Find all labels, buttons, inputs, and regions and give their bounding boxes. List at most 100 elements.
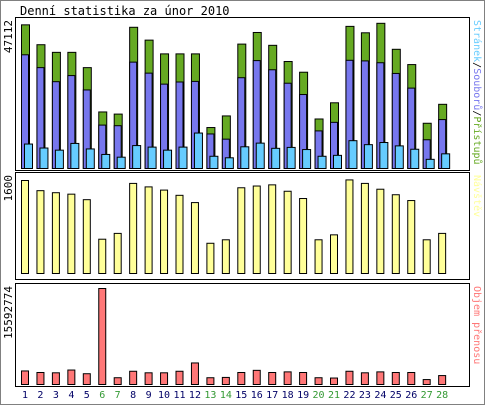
x-tick-day-11: 11 (173, 390, 185, 401)
bar-visits-day-7 (113, 232, 122, 275)
x-tick-day-15: 15 (235, 390, 247, 401)
bar-visits-day-27 (422, 239, 431, 275)
x-tick-day-6: 6 (99, 390, 105, 401)
panel-volume: 15592774 Objem přenosu (2, 283, 483, 387)
x-tick-day-25: 25 (390, 390, 402, 401)
bar-volume-day-6 (98, 288, 107, 385)
bar-visits-day-5 (82, 199, 91, 274)
bar-volume-day-11 (175, 370, 184, 385)
bar-volume-day-17 (268, 371, 277, 386)
x-tick-day-23: 23 (359, 390, 371, 401)
bar-stránek-day-26 (410, 148, 420, 169)
bar-stránek-day-14 (224, 157, 234, 170)
bar-visits-day-10 (160, 189, 169, 274)
bar-volume-day-12 (190, 362, 199, 386)
legend-part: Souborů (471, 68, 483, 110)
x-tick-day-19: 19 (297, 390, 309, 401)
x-tick-day-14: 14 (220, 390, 232, 401)
y-max-label: 15592774 (2, 286, 15, 339)
bar-stránek-day-28 (441, 153, 451, 170)
bar-volume-day-9 (144, 372, 153, 386)
bar-visits-day-16 (252, 185, 261, 275)
bar-stránek-day-2 (39, 147, 49, 170)
x-tick-day-12: 12 (189, 390, 201, 401)
bar-stránek-day-17 (271, 147, 281, 170)
x-tick-day-22: 22 (343, 390, 355, 401)
bar-stránek-day-21 (333, 154, 342, 170)
bar-volume-day-4 (67, 369, 76, 386)
bar-visits-day-24 (376, 188, 385, 274)
legend-part: Stránek (471, 20, 483, 62)
bar-stránek-day-20 (317, 155, 327, 170)
bar-visits-day-4 (67, 193, 76, 274)
legend-part: / (471, 110, 482, 116)
bar-volume-day-14 (221, 376, 230, 386)
bar-stránek-day-13 (209, 155, 219, 170)
bar-visits-day-21 (330, 234, 338, 275)
bar-stránek-day-15 (240, 146, 250, 169)
bar-stránek-day-23 (363, 144, 373, 169)
bar-stránek-day-6 (101, 153, 111, 169)
legend-visits: Návštěv (471, 175, 483, 217)
bar-visits-day-3 (51, 192, 60, 274)
bar-volume-day-15 (237, 371, 246, 386)
bar-stránek-day-24 (379, 142, 389, 170)
x-tick-day-20: 20 (313, 390, 325, 401)
bar-volume-day-13 (206, 377, 215, 385)
bar-visits-day-28 (438, 232, 447, 275)
bar-stránek-day-19 (302, 149, 312, 169)
bar-volume-day-23 (360, 372, 369, 386)
bar-visits-day-9 (144, 186, 153, 274)
bar-volume-day-25 (391, 371, 400, 386)
bar-volume-day-18 (283, 371, 292, 386)
bar-visits-day-1 (21, 180, 29, 274)
y-max-label: 47112 (2, 20, 15, 53)
bar-volume-day-10 (160, 372, 169, 386)
bar-volume-day-3 (51, 372, 60, 386)
x-tick-day-1: 1 (22, 390, 28, 401)
legend-part: / (471, 62, 482, 68)
bar-visits-day-18 (283, 190, 292, 274)
legend-part: Přístupů (471, 116, 483, 164)
x-tick-day-13: 13 (204, 390, 216, 401)
panel-visits: 1600 Návštěv (2, 172, 483, 280)
x-axis-labels: 1 2 3 4 5 6 7 8 9 10 11 12 13 14 15 16 17 18 19 20 21 22 23 24 2… (22, 390, 448, 401)
bar-stránek-day-1 (24, 143, 33, 170)
bar-volume-day-24 (376, 371, 385, 386)
bar-visits-day-25 (391, 194, 400, 275)
bar-volume-day-16 (252, 369, 261, 386)
panel-frame (15, 283, 470, 387)
x-tick-day-9: 9 (146, 390, 152, 401)
x-tick-day-24: 24 (374, 390, 386, 401)
x-tick-day-17: 17 (266, 390, 278, 401)
bar-volume-day-2 (36, 371, 45, 386)
bar-volume-day-26 (407, 371, 416, 386)
bar-stránek-day-4 (70, 142, 80, 170)
bar-volume-day-5 (82, 373, 91, 385)
legend-hits: Stránek/Souborů/Přístupů (471, 20, 483, 165)
x-tick-day-28: 28 (436, 390, 448, 401)
bar-volume-day-1 (21, 370, 29, 385)
x-tick-day-26: 26 (405, 390, 417, 401)
x-tick-day-10: 10 (158, 390, 170, 401)
x-tick-day-7: 7 (115, 390, 121, 401)
bar-visits-day-17 (268, 184, 277, 274)
bar-stránek-day-10 (163, 149, 173, 169)
bar-volume-day-20 (314, 377, 323, 385)
bar-stránek-day-7 (116, 156, 126, 170)
bar-volume-day-19 (299, 371, 308, 386)
x-tick-day-21: 21 (328, 390, 340, 401)
bar-visits-day-8 (129, 182, 138, 274)
bar-visits-day-6 (98, 238, 107, 275)
panel-hits: 47112 Stránek/Souborů/Přístupů (2, 17, 483, 171)
bar-volume-day-7 (113, 377, 122, 385)
bar-stránek-day-25 (394, 145, 404, 170)
bar-visits-day-20 (314, 239, 323, 275)
bar-stránek-day-16 (255, 142, 265, 169)
bar-visits-day-19 (299, 198, 308, 274)
bar-visits-day-23 (360, 182, 369, 274)
bar-stránek-day-8 (132, 145, 142, 169)
